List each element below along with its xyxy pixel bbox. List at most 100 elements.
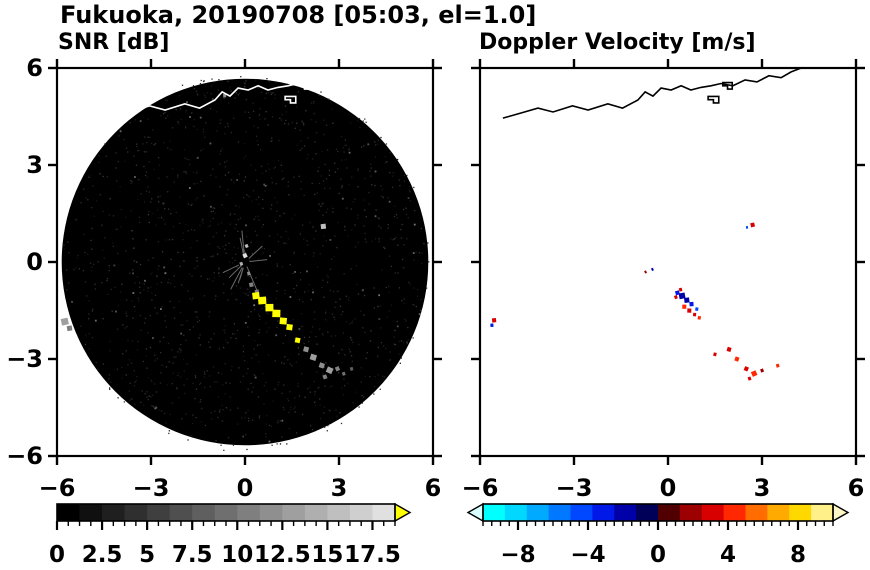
panel-snr: −6 −3 0 3 6 −6 −3 0 3 6 [6, 54, 442, 502]
echo-point [678, 287, 683, 292]
echo-point [713, 352, 717, 357]
echo-point [695, 307, 699, 311]
noise-speckle [63, 76, 430, 451]
figure-title: Fukuoka, 20190708 [05:03, el=1.0] [60, 1, 537, 29]
axis-ticks [471, 59, 865, 465]
echo-layer [490, 222, 780, 381]
echo-point [318, 362, 325, 369]
x-tick-label: 3 [331, 474, 348, 502]
colorbar-ticks [482, 521, 834, 530]
echo-point [252, 292, 260, 300]
colorbar-tick-label: 10 [221, 542, 253, 568]
x-tick-label: 0 [660, 474, 677, 502]
echo-point [750, 370, 758, 377]
echo-point [682, 304, 687, 309]
y-tick-label: −3 [6, 345, 43, 373]
echo-point [760, 368, 765, 373]
radar-scan-disk [61, 78, 429, 446]
echo-point [349, 366, 354, 371]
echo-point [265, 303, 274, 312]
echo-point [678, 292, 686, 300]
echo-point [320, 223, 327, 230]
colorbar-tick-label: 2.5 [82, 542, 123, 568]
colorbar-tick-label: −4 [570, 542, 605, 568]
echo-point [244, 243, 249, 249]
echo-point [325, 366, 334, 375]
echo-point [242, 252, 248, 259]
axis-ticks [48, 59, 442, 465]
colorbar-tick-label: 5 [139, 542, 155, 568]
snr-colorbar: 0 2.5 5 7.5 10 12.5 15 17.5 [49, 502, 412, 568]
echo-point [687, 308, 692, 313]
colorbar-tick-label: 7.5 [172, 542, 213, 568]
echo-point [491, 318, 497, 323]
echo-point [684, 297, 690, 303]
echo-point [303, 346, 310, 353]
echo-point [334, 366, 341, 372]
x-tick-label: 6 [425, 474, 442, 502]
echo-point [692, 312, 697, 317]
colorbar-tick-label: 17.5 [344, 542, 401, 568]
echo-point [747, 376, 752, 381]
colorbar-tick-label: 12.5 [254, 542, 311, 568]
echo-point [341, 371, 346, 376]
colorbar-tick-label: 15 [311, 542, 343, 568]
y-tick-label: −6 [6, 442, 43, 470]
y-tick-label: 0 [26, 248, 43, 276]
colorbar-over-arrow [394, 502, 412, 523]
echo-point [322, 374, 328, 380]
echo-point [66, 325, 73, 332]
x-tick-label: −6 [39, 474, 76, 502]
echo-point [309, 353, 318, 361]
colorbar-tick-label: 4 [720, 542, 736, 568]
coastline [79, 68, 379, 119]
doppler-colorbar: −8 −4 0 4 8 [466, 502, 850, 568]
echo-point [248, 282, 254, 288]
x-tick-label: 3 [754, 474, 771, 502]
echo-point [745, 225, 749, 229]
echo-point [239, 261, 244, 266]
colorbar-tick-label: 0 [650, 542, 666, 568]
echo-point [246, 271, 251, 276]
echo-point [272, 309, 281, 318]
colorbar-tick-label: 0 [49, 542, 65, 568]
colorbar-under-arrow [466, 502, 484, 523]
colorbar-ticks [55, 521, 396, 530]
echo-point [651, 267, 654, 271]
colorbar-tick-label: −8 [500, 542, 535, 568]
echo-point [60, 317, 69, 326]
colorbar-tick-label: 8 [790, 542, 806, 568]
plot-frame [478, 66, 858, 458]
echo-point [644, 270, 648, 274]
echo-point [294, 337, 301, 344]
x-tick-label: −3 [133, 474, 170, 502]
echo-point [734, 356, 740, 362]
echo-point [750, 222, 756, 228]
panel-doppler: −6 −3 0 3 6 [462, 59, 865, 502]
echo-layer [60, 93, 354, 380]
echo-point [673, 295, 678, 300]
echo-point [697, 315, 702, 320]
doppler-panel-title: Doppler Velocity [m/s] [479, 30, 756, 55]
colorbar-over-arrow [832, 502, 850, 523]
y-tick-label: 6 [26, 54, 43, 82]
echo-point [490, 323, 494, 328]
echo-point [726, 346, 732, 352]
echo-point [223, 93, 227, 98]
coastline [502, 68, 802, 119]
x-tick-label: −6 [462, 474, 499, 502]
echo-point [743, 366, 749, 372]
x-tick-label: −3 [556, 474, 593, 502]
x-tick-label: 0 [237, 474, 254, 502]
snr-panel-title: SNR [dB] [58, 30, 170, 55]
echo-point [775, 363, 780, 368]
x-tick-label: 6 [848, 474, 865, 502]
y-tick-label: 3 [26, 151, 43, 179]
echo-point [674, 290, 680, 296]
echo-point [257, 296, 267, 305]
echo-point [286, 323, 293, 331]
echo-point [689, 301, 694, 307]
echo-point [279, 317, 288, 325]
